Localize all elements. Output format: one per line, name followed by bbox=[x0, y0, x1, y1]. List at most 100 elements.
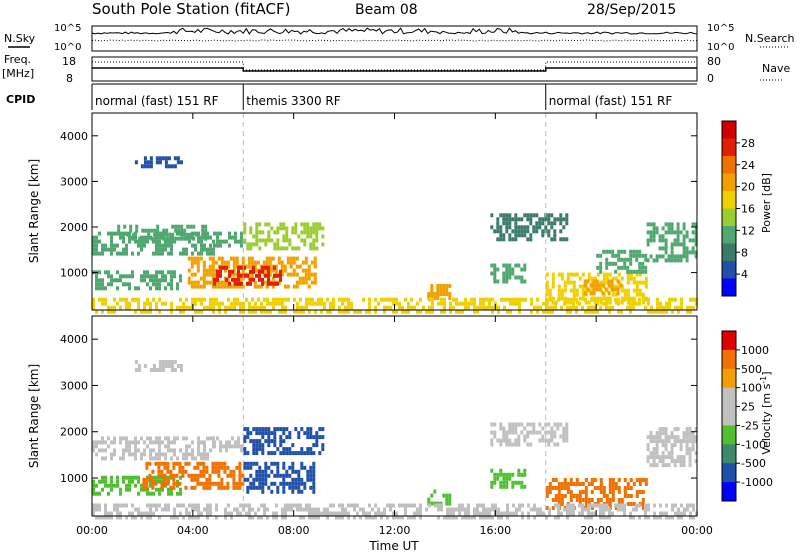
range-cell bbox=[193, 272, 197, 277]
range-cell bbox=[661, 427, 665, 432]
range-cell bbox=[559, 221, 563, 226]
range-cell bbox=[191, 448, 194, 453]
range-cell bbox=[575, 309, 578, 314]
range-cell bbox=[304, 272, 308, 277]
range-cell bbox=[110, 452, 113, 457]
range-cell bbox=[98, 507, 101, 512]
range-cell bbox=[299, 309, 302, 314]
range-cell bbox=[179, 503, 182, 508]
range-cell bbox=[227, 305, 230, 310]
range-cell bbox=[290, 503, 293, 508]
range-cell bbox=[233, 507, 236, 512]
range-cell bbox=[479, 503, 482, 508]
range-cell bbox=[508, 430, 512, 435]
range-cell bbox=[611, 490, 615, 494]
range-cell bbox=[284, 297, 287, 302]
range-cell bbox=[187, 268, 191, 273]
range-cell bbox=[661, 439, 665, 444]
range-cell bbox=[482, 515, 485, 520]
range-cell bbox=[219, 239, 222, 244]
range-cell bbox=[565, 221, 569, 226]
range-cell bbox=[674, 305, 677, 310]
range-cell bbox=[170, 301, 173, 306]
range-cell bbox=[649, 230, 653, 235]
range-cell bbox=[511, 472, 515, 477]
range-cell bbox=[688, 431, 692, 436]
date-label: 28/Sep/2015 bbox=[587, 2, 676, 18]
range-cell bbox=[200, 297, 203, 302]
range-cell bbox=[168, 236, 172, 241]
range-cell bbox=[104, 440, 107, 445]
range-cell bbox=[529, 213, 533, 218]
range-cell bbox=[617, 301, 620, 306]
range-cell bbox=[641, 502, 645, 506]
range-cell bbox=[101, 487, 104, 492]
range-cell bbox=[255, 234, 259, 239]
velocity-data bbox=[92, 316, 698, 520]
range-cell bbox=[267, 451, 271, 456]
range-cell bbox=[374, 305, 377, 310]
range-cell bbox=[551, 506, 555, 510]
range-cell bbox=[505, 442, 509, 447]
colorbar-tick-label: -500 bbox=[741, 457, 766, 470]
range-cell bbox=[299, 515, 302, 520]
range-cell bbox=[158, 278, 161, 283]
range-cell bbox=[655, 463, 659, 468]
nsearch-trace bbox=[91, 39, 698, 42]
range-cell bbox=[542, 511, 545, 516]
range-cell bbox=[199, 461, 203, 466]
range-cell bbox=[295, 272, 299, 277]
range-cell bbox=[147, 228, 151, 233]
y-tick-label: 1000 bbox=[60, 267, 88, 280]
range-cell bbox=[155, 160, 159, 165]
range-cell bbox=[248, 309, 251, 314]
range-cell bbox=[304, 276, 308, 281]
range-cell bbox=[565, 217, 569, 222]
range-cell bbox=[686, 503, 689, 508]
range-cell bbox=[267, 431, 271, 436]
range-cell bbox=[151, 481, 155, 486]
range-cell bbox=[149, 456, 152, 461]
range-cell bbox=[671, 507, 674, 512]
range-cell bbox=[649, 451, 653, 456]
colorbar-frame bbox=[721, 330, 737, 502]
range-cell bbox=[265, 284, 269, 289]
range-cell bbox=[101, 301, 104, 306]
range-cell bbox=[255, 485, 259, 490]
range-cell bbox=[176, 436, 179, 441]
range-cell bbox=[430, 284, 434, 288]
range-cell bbox=[559, 434, 563, 439]
range-cell bbox=[548, 292, 552, 297]
range-cell bbox=[251, 305, 254, 310]
range-cell bbox=[691, 435, 695, 440]
range-cell bbox=[158, 456, 161, 461]
range-cell bbox=[688, 463, 692, 468]
range-cell bbox=[149, 164, 153, 169]
cpid-segments: normal (fast) 151 RF themis 3300 RF normal… bbox=[91, 84, 672, 110]
range-cell bbox=[279, 222, 283, 227]
range-cell bbox=[488, 297, 491, 302]
range-cell bbox=[665, 503, 668, 508]
range-cell bbox=[545, 506, 549, 510]
range-cell bbox=[113, 247, 116, 252]
range-cell bbox=[179, 368, 183, 372]
range-cell bbox=[314, 507, 317, 512]
range-cell bbox=[232, 284, 236, 289]
range-cell bbox=[488, 305, 491, 310]
range-cell bbox=[614, 503, 617, 508]
range-cell bbox=[312, 451, 316, 456]
range-cell bbox=[309, 234, 313, 239]
range-cell bbox=[518, 507, 521, 512]
range-cell bbox=[284, 507, 287, 512]
range-cell bbox=[485, 511, 488, 516]
range-cell bbox=[197, 511, 200, 516]
range-cell bbox=[285, 238, 289, 243]
velocity-unit-exponent: -1 bbox=[759, 376, 768, 384]
range-cell bbox=[661, 254, 665, 259]
range-cell bbox=[265, 260, 269, 265]
range-cell bbox=[208, 272, 212, 277]
range-cell bbox=[98, 251, 101, 256]
range-cell bbox=[107, 274, 110, 279]
range-cell bbox=[494, 301, 497, 306]
